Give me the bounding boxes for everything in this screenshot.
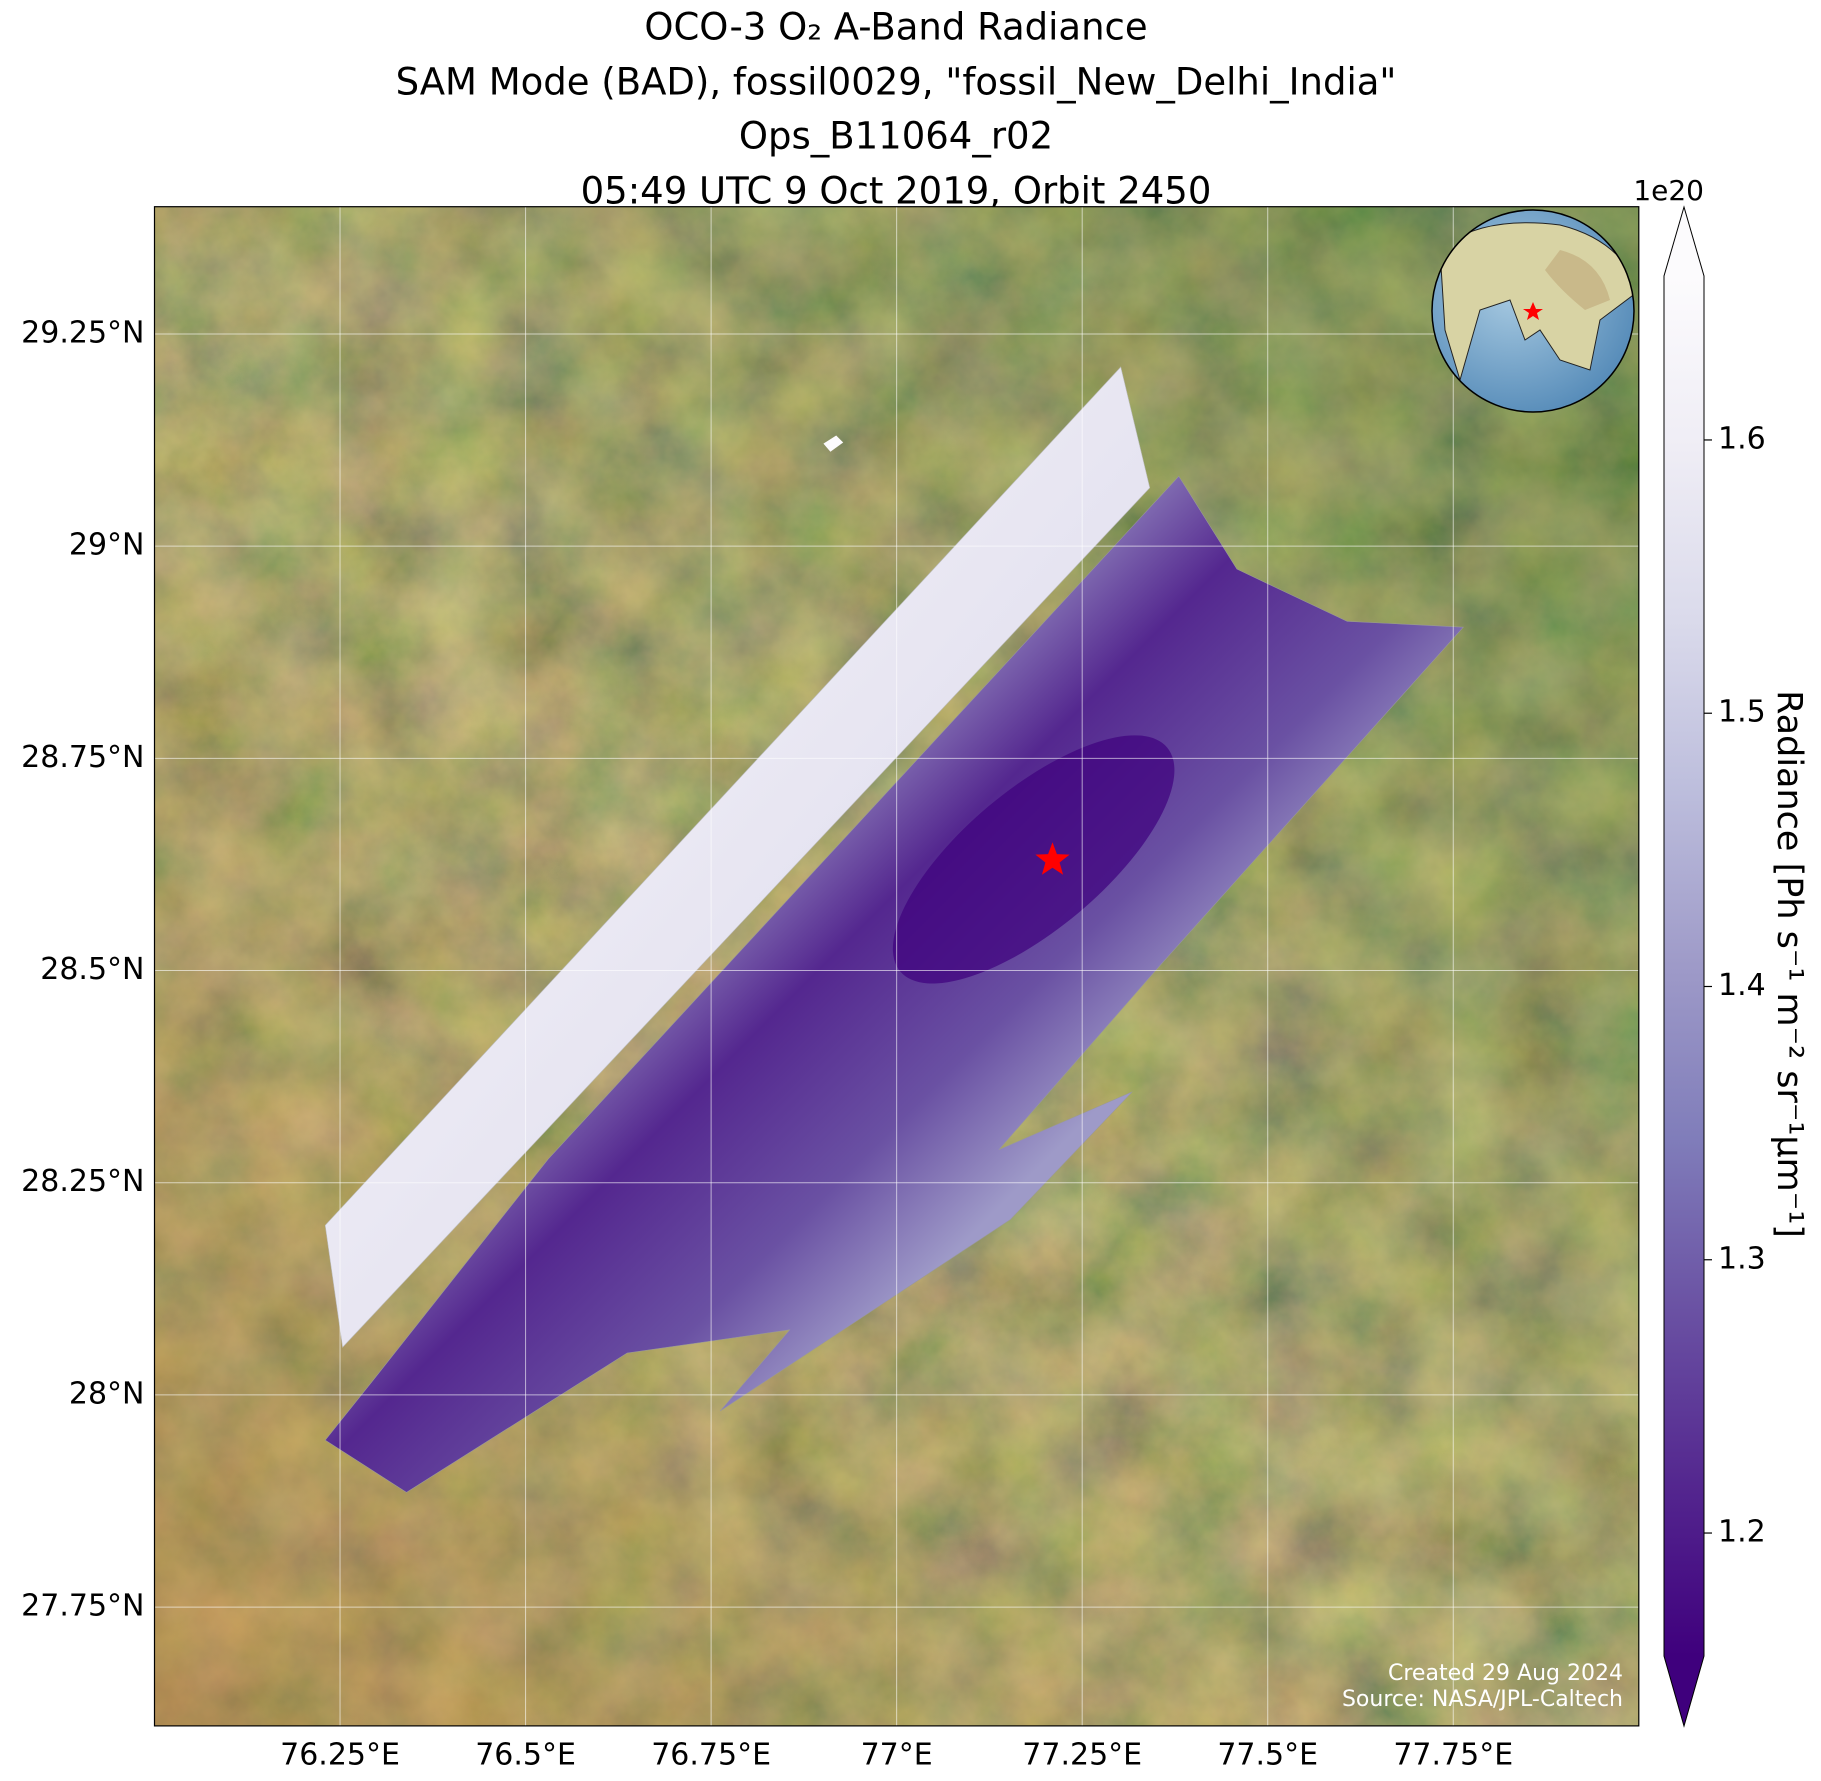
swath: [324, 366, 1464, 1493]
title: OCO-3 O₂ A-Band Radiance SAM Mode (BAD), …: [396, 6, 1397, 213]
colorbar-tick-label: 1.4: [1718, 968, 1766, 1003]
colorbar-tick-label: 1.5: [1718, 695, 1766, 730]
target-layer: [1035, 842, 1070, 875]
x-tick-label: 77.75°E: [1393, 1737, 1513, 1772]
y-tick-label: 27.75°N: [21, 1589, 144, 1624]
colorbar-body: [1664, 276, 1704, 1656]
x-tick-label: 77.5°E: [1217, 1737, 1318, 1772]
target-star: [1035, 842, 1070, 875]
colorbar-label: Radiance [Ph s⁻¹ m⁻² sr⁻¹μm⁻¹]: [1769, 690, 1809, 1238]
swath-dark-area: [892, 735, 1175, 984]
globe-plateau: [1545, 250, 1610, 310]
x-tick-label: 76.5°E: [475, 1737, 576, 1772]
globe-star: [1523, 302, 1543, 320]
swath-patch: [823, 435, 844, 452]
credit-line: Source: NASA/JPL-Caltech: [1342, 1687, 1623, 1712]
colorbar-extend-bottom: [1664, 1656, 1704, 1726]
colorbar: 1.2 1.3 1.4 1.5 1.6 1e20 Radiance [Ph s⁻¹ m⁻² …: [1633, 174, 1809, 1728]
x-tick-label: 77.25°E: [1022, 1737, 1142, 1772]
globe-inset: [1431, 209, 1635, 413]
title-line: 05:49 UTC 9 Oct 2019, Orbit 2450: [581, 170, 1212, 213]
y-tick-label: 28.5°N: [40, 952, 144, 987]
title-line: Ops_B11064_r02: [739, 115, 1053, 158]
colorbar-tick-label: 1.3: [1718, 1241, 1766, 1276]
x-tick-label: 76.25°E: [280, 1737, 400, 1772]
colorbar-offset-label: 1e20: [1633, 174, 1704, 207]
title-line: SAM Mode (BAD), fossil0029, "fossil_New_…: [396, 61, 1397, 104]
colorbar-outline: [1663, 205, 1705, 1728]
swath-main: [324, 475, 1464, 1493]
grid: 76.25°E 76.5°E 76.75°E 77°E 77.25°E 77.5°E 77.…: [21, 206, 1639, 1772]
colorbar-tick-label: 1.6: [1718, 421, 1766, 456]
plot-frame: [153, 206, 1640, 1727]
swath-strip: [324, 366, 1151, 1348]
y-tick-label: 28°N: [69, 1376, 145, 1411]
credit-line: Created 29 Aug 2024: [1388, 1661, 1623, 1686]
globe-land: [1439, 222, 1634, 382]
globe-outline: [1431, 209, 1635, 413]
colorbar-tick-label: 1.2: [1718, 1515, 1766, 1550]
x-tick-label: 76.75°E: [651, 1737, 771, 1772]
title-line: OCO-3 O₂ A-Band Radiance: [644, 6, 1147, 49]
x-tick-label: 77°E: [861, 1737, 933, 1772]
y-tick-label: 28.75°N: [21, 740, 144, 775]
y-tick-label: 29.25°N: [21, 316, 144, 351]
y-tick-label: 29°N: [69, 528, 145, 563]
colorbar-extend-top: [1664, 207, 1704, 276]
y-tick-label: 28.25°N: [21, 1164, 144, 1199]
